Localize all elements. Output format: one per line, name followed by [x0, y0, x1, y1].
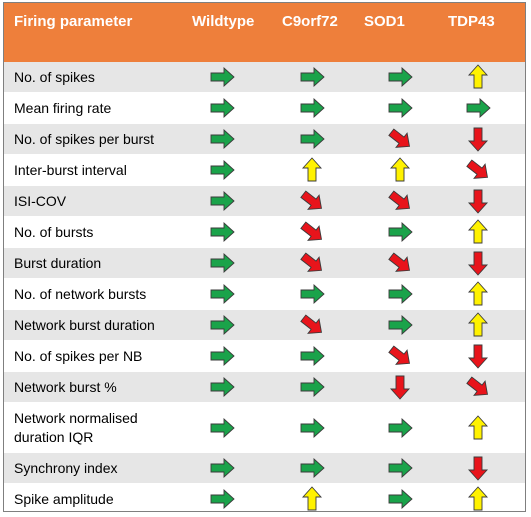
arrow-down-right-icon — [458, 372, 498, 402]
arrow-right-icon — [292, 62, 332, 92]
arrow-down-icon — [380, 372, 420, 402]
table-row: Network burst % — [4, 372, 525, 403]
arrow-right-icon — [202, 248, 242, 278]
row-label: No. of spikes — [14, 68, 95, 85]
row-label: ISI-COV — [14, 192, 67, 209]
arrow-right-icon — [292, 93, 332, 123]
arrow-right-icon — [458, 93, 498, 123]
row-label: Network burst % — [14, 378, 117, 395]
arrow-right-icon — [380, 62, 420, 92]
arrow-right-icon — [202, 93, 242, 123]
row-label: Inter-burst interval — [14, 161, 127, 178]
row-label: Network normalised duration IQR — [14, 409, 138, 445]
row-label: Spike amplitude — [14, 490, 114, 507]
arrow-down-icon — [458, 453, 498, 483]
arrow-right-icon — [202, 279, 242, 309]
row-label: Synchrony index — [14, 459, 118, 476]
arrow-right-icon — [380, 217, 420, 247]
arrow-down-right-icon — [292, 248, 332, 278]
table-row: No. of bursts — [4, 217, 525, 248]
arrow-right-icon — [202, 310, 242, 340]
arrow-down-icon — [458, 341, 498, 371]
table-row: Synchrony index — [4, 453, 525, 484]
arrow-right-icon — [292, 403, 332, 452]
arrow-right-icon — [380, 93, 420, 123]
row-label: No. of bursts — [14, 223, 94, 240]
table-row: No. of network bursts — [4, 279, 525, 310]
header-sod1: SOD1 — [364, 13, 405, 30]
arrow-right-icon — [380, 403, 420, 452]
arrow-right-icon — [292, 279, 332, 309]
arrow-up-icon — [458, 310, 498, 340]
header-wildtype: Wildtype — [192, 13, 255, 30]
arrow-right-icon — [292, 124, 332, 154]
row-label: Burst duration — [14, 254, 102, 271]
arrow-down-right-icon — [292, 310, 332, 340]
arrow-right-icon — [292, 341, 332, 371]
arrow-right-icon — [380, 453, 420, 483]
arrow-down-right-icon — [380, 341, 420, 371]
arrow-right-icon — [380, 310, 420, 340]
arrow-right-icon — [202, 453, 242, 483]
arrow-right-icon — [202, 124, 242, 154]
arrow-right-icon — [202, 403, 242, 452]
row-label: No. of network bursts — [14, 285, 147, 302]
arrow-right-icon — [380, 484, 420, 514]
arrow-down-right-icon — [292, 186, 332, 216]
row-label: No. of spikes per burst — [14, 130, 155, 147]
table-row: ISI-COV — [4, 186, 525, 217]
arrow-right-icon — [202, 341, 242, 371]
table-row: No. of spikes per burst — [4, 124, 525, 155]
firing-parameter-table: Firing parameter Wildtype C9orf72 SOD1 T… — [3, 2, 526, 515]
arrow-right-icon — [202, 155, 242, 185]
arrow-right-icon — [202, 484, 242, 514]
arrow-right-icon — [292, 372, 332, 402]
arrow-up-icon — [380, 155, 420, 185]
arrow-right-icon — [202, 62, 242, 92]
arrow-down-right-icon — [380, 186, 420, 216]
header-firing-parameter: Firing parameter — [14, 13, 133, 30]
row-label: No. of spikes per NB — [14, 347, 143, 364]
arrow-down-icon — [458, 186, 498, 216]
table-row: No. of spikes — [4, 62, 525, 93]
arrow-down-icon — [458, 248, 498, 278]
arrow-right-icon — [202, 186, 242, 216]
table-row: Network burst duration — [4, 310, 525, 341]
arrow-up-icon — [292, 484, 332, 514]
table-row: Inter-burst interval — [4, 155, 525, 186]
arrow-down-right-icon — [380, 124, 420, 154]
arrow-up-icon — [292, 155, 332, 185]
arrow-right-icon — [202, 372, 242, 402]
arrow-down-right-icon — [380, 248, 420, 278]
arrow-up-icon — [458, 279, 498, 309]
arrow-down-right-icon — [292, 217, 332, 247]
header-tdp43: TDP43 — [448, 13, 495, 30]
arrow-down-right-icon — [458, 155, 498, 185]
table-row: Mean firing rate — [4, 93, 525, 124]
header-c9orf72: C9orf72 — [282, 13, 338, 30]
arrow-right-icon — [292, 453, 332, 483]
arrow-down-icon — [458, 124, 498, 154]
table-header: Firing parameter Wildtype C9orf72 SOD1 T… — [4, 3, 525, 62]
arrow-up-icon — [458, 217, 498, 247]
arrow-up-icon — [458, 403, 498, 452]
table-row: Burst duration — [4, 248, 525, 279]
table-row: Spike amplitude — [4, 484, 525, 515]
row-label: Mean firing rate — [14, 99, 112, 116]
arrow-up-icon — [458, 62, 498, 92]
arrow-right-icon — [380, 279, 420, 309]
table-row: No. of spikes per NB — [4, 341, 525, 372]
arrow-up-icon — [458, 484, 498, 514]
table-row: Network normalised duration IQR — [4, 403, 525, 453]
arrow-right-icon — [202, 217, 242, 247]
row-label: Network burst duration — [14, 316, 155, 333]
